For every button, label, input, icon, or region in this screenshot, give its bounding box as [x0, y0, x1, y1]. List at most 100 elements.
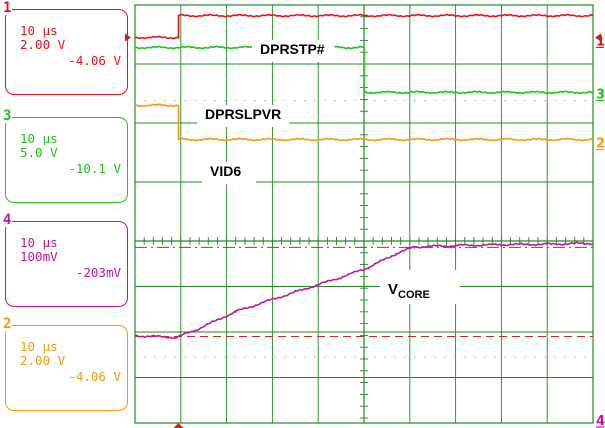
grid-dot — [574, 356, 576, 358]
grid-dot — [364, 99, 366, 102]
grid-dot — [324, 99, 326, 102]
grid-dot — [474, 356, 476, 358]
grid-dot — [364, 356, 366, 358]
grid-dot — [154, 356, 156, 358]
grid-dot — [184, 99, 186, 102]
grid-dot — [434, 99, 436, 102]
grid-dot — [314, 99, 316, 102]
grid-dot — [504, 356, 506, 358]
waveform-traces — [134, 13, 594, 340]
grid-dot — [404, 356, 406, 358]
grid-dot — [494, 99, 496, 102]
grid-dot — [244, 356, 246, 358]
grid-dot — [564, 356, 566, 358]
grid-dot — [274, 99, 276, 102]
grid-dot — [544, 356, 546, 358]
grid-dot — [444, 356, 446, 358]
grid-dot — [234, 356, 236, 358]
grid-dot — [254, 99, 256, 102]
grid-dot — [484, 99, 486, 102]
channel-2-offset: -4.06 V — [68, 369, 121, 384]
channel-4-timebase: 10 µs — [20, 235, 58, 250]
grid-dot — [234, 99, 236, 102]
grid-dot — [394, 99, 396, 102]
grid-dot — [454, 99, 456, 102]
grid-dot — [504, 99, 506, 102]
grid-dot — [554, 99, 556, 102]
grid-dot — [164, 99, 166, 102]
grid-dot — [274, 356, 276, 358]
label-vid6: VID6 — [210, 163, 241, 179]
channel-2-scale: 2.00 V — [20, 353, 66, 368]
grid-dot — [174, 356, 176, 358]
grid-dot — [584, 356, 586, 358]
grid-dot — [224, 99, 226, 102]
trace-dprstp- — [135, 13, 594, 40]
grid-dot — [424, 99, 426, 102]
grid-dot — [204, 99, 206, 102]
grid-dot — [414, 99, 416, 102]
grid-dot — [304, 99, 306, 102]
grid-dot — [144, 356, 146, 358]
trace-v-core — [135, 241, 594, 340]
channel-marker-2: 2 — [596, 137, 605, 152]
channel-2-number: 2 — [2, 316, 13, 332]
channel-1-offset: -4.06 V — [68, 53, 121, 68]
grid-dot — [454, 356, 456, 358]
label-vcore-subscript: CORE — [398, 289, 430, 301]
grid-dot — [524, 356, 526, 358]
channel-1-number: 1 — [2, 0, 13, 16]
channel-marker-1: 1 — [596, 34, 605, 49]
grid-dot — [414, 356, 416, 358]
grid-dot — [184, 356, 186, 358]
label-dprslpvr-bg — [197, 105, 290, 127]
grid-dot — [394, 356, 396, 358]
channel-markers: 1 3 2 4 — [125, 33, 605, 428]
channel-2-timebase: 10 µs — [20, 339, 58, 354]
grid-dot — [324, 356, 326, 358]
channel-4-settings: 4 10 µs 100mV -203mV — [2, 213, 128, 307]
grid-dot — [334, 356, 336, 358]
grid-dot — [214, 99, 216, 102]
grid-dot — [494, 356, 496, 358]
channel-2-settings: 2 10 µs 2.00 V -4.06 V — [2, 317, 128, 411]
grid-dot — [464, 356, 466, 358]
grid-dot — [194, 99, 196, 102]
grid-dot — [534, 356, 536, 358]
grid-dot — [284, 356, 286, 358]
grid-dot — [254, 356, 256, 358]
grid-dot — [204, 356, 206, 358]
grid-dot — [484, 356, 486, 358]
label-dprstp: DPRSTP# — [260, 41, 325, 57]
trigger-marker — [173, 423, 184, 428]
grid-dot — [344, 99, 346, 102]
grid-dot — [514, 99, 516, 102]
grid-dot — [294, 99, 296, 102]
label-dprstp-bg — [252, 40, 335, 62]
grid-dot — [354, 99, 356, 102]
grid-dot — [514, 356, 516, 358]
channel-marker-3: 3 — [596, 88, 605, 103]
grid-dot — [244, 99, 246, 102]
trace-dprslpvr — [134, 45, 594, 95]
grid-dot — [574, 99, 576, 102]
grid-dot — [264, 356, 266, 358]
grid-dot — [144, 99, 146, 102]
right-level-arrow — [595, 33, 601, 42]
grid-dot — [174, 99, 176, 102]
channel-4-number: 4 — [2, 212, 13, 228]
channel-1-scale: 2.00 V — [20, 37, 66, 52]
grid-dot — [214, 356, 216, 358]
label-vid6-bg — [202, 162, 257, 184]
grid-dot — [374, 356, 376, 358]
grid-dot — [444, 99, 446, 102]
label-dprslpvr: DPRSLPVR — [205, 106, 281, 122]
grid-dot — [344, 356, 346, 358]
channel-3-settings: 3 10 µs 5.0 V -10.1 V — [2, 109, 128, 203]
grid-dot — [374, 99, 376, 102]
channel-1-timebase: 10 µs — [20, 23, 58, 38]
grid-dot — [194, 356, 196, 358]
grid-dot — [224, 356, 226, 358]
grid-dot — [564, 99, 566, 102]
